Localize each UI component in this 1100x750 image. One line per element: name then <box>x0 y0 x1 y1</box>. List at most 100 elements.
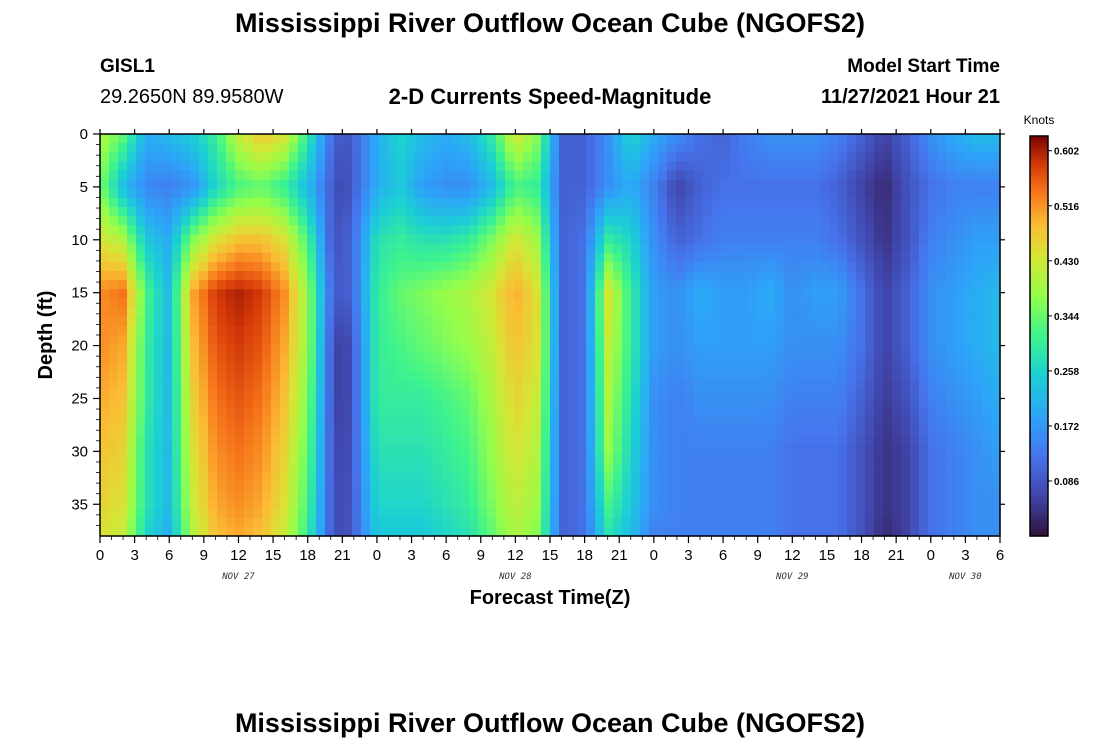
heatmap-cell <box>937 325 947 336</box>
heatmap-cell <box>307 435 317 446</box>
colorbar-segment <box>1030 446 1048 450</box>
heatmap-cell <box>442 280 452 290</box>
heatmap-cell <box>145 508 155 519</box>
heatmap-cell <box>397 508 407 519</box>
heatmap-cell <box>919 362 929 373</box>
heatmap-cell <box>604 435 614 446</box>
heatmap-cell <box>865 380 875 391</box>
heatmap-cell <box>604 389 614 400</box>
heatmap-cell <box>379 234 389 245</box>
heatmap-cell <box>505 161 515 172</box>
heatmap-cell <box>415 517 425 528</box>
heatmap-cell <box>523 216 533 226</box>
heatmap-cell <box>334 216 344 226</box>
heatmap-cell <box>964 134 974 144</box>
heatmap-cell <box>487 179 497 190</box>
heatmap-cell <box>910 444 920 455</box>
heatmap-cell <box>775 152 785 163</box>
heatmap-cell <box>784 161 794 172</box>
heatmap-cell <box>361 298 371 309</box>
heatmap-cell <box>847 252 857 263</box>
heatmap-cell <box>577 444 587 455</box>
heatmap-cell <box>415 161 425 172</box>
heatmap-cell <box>226 389 236 400</box>
heatmap-cell <box>442 526 452 537</box>
heatmap-cell <box>316 426 326 437</box>
heatmap-cell <box>901 526 911 537</box>
heatmap-cell <box>145 179 155 190</box>
heatmap-cell <box>658 225 668 236</box>
heatmap-cell <box>397 271 407 281</box>
heatmap-cell <box>280 371 290 382</box>
heatmap-cell <box>730 517 740 528</box>
heatmap-cell <box>541 362 551 373</box>
y-tick-label: 20 <box>71 338 88 355</box>
heatmap-cell <box>316 234 326 245</box>
heatmap-cell <box>127 316 137 327</box>
heatmap-cell <box>145 426 155 437</box>
heatmap-cell <box>442 207 452 217</box>
heatmap-cell <box>712 435 722 446</box>
heatmap-cell <box>460 207 470 217</box>
heatmap-cell <box>901 161 911 172</box>
heatmap-cell <box>631 371 641 382</box>
heatmap-cell <box>856 134 866 144</box>
colorbar-segment <box>1030 366 1048 370</box>
heatmap-cell <box>622 472 632 482</box>
heatmap-cell <box>469 335 479 345</box>
heatmap-cell <box>847 490 857 501</box>
heatmap-cell <box>235 197 245 208</box>
heatmap-cell <box>730 152 740 163</box>
heatmap-cell <box>955 289 965 300</box>
heatmap-cell <box>181 417 191 427</box>
heatmap-cell <box>964 280 974 290</box>
heatmap-cell <box>100 252 110 263</box>
heatmap-cell <box>955 490 965 501</box>
heatmap-cell <box>613 344 623 354</box>
heatmap-cell <box>118 298 128 309</box>
heatmap-cell <box>604 371 614 382</box>
heatmap-cell <box>640 389 650 400</box>
heatmap-cell <box>766 526 776 537</box>
heatmap-cell <box>433 134 443 144</box>
heatmap-cell <box>595 371 605 382</box>
heatmap-cell <box>262 417 272 427</box>
heatmap-cell <box>172 517 182 528</box>
heatmap-cell <box>694 499 704 510</box>
heatmap-cell <box>172 490 182 501</box>
heatmap-cell <box>199 325 209 336</box>
heatmap-cell <box>469 289 479 300</box>
heatmap-cell <box>226 362 236 373</box>
heatmap-cell <box>649 371 659 382</box>
heatmap-cell <box>343 188 353 199</box>
heatmap-cell <box>253 289 263 300</box>
heatmap-cell <box>154 261 164 272</box>
heatmap-cell <box>172 134 182 144</box>
heatmap-cell <box>244 161 254 172</box>
heatmap-cell <box>739 417 749 427</box>
heatmap-cell <box>586 335 596 345</box>
heatmap-cell <box>793 261 803 272</box>
heatmap-cell <box>721 152 731 163</box>
heatmap-cell <box>226 289 236 300</box>
heatmap-cell <box>658 490 668 501</box>
heatmap-cell <box>874 225 884 236</box>
heatmap-cell <box>541 380 551 391</box>
heatmap-cell <box>199 517 209 528</box>
heatmap-cell <box>775 170 785 181</box>
day-label: NOV 29 <box>775 572 809 582</box>
heatmap-cell <box>424 289 434 300</box>
heatmap-cell <box>928 170 938 181</box>
heatmap-cell <box>658 380 668 391</box>
heatmap-cell <box>199 234 209 245</box>
heatmap-cell <box>550 517 560 528</box>
heatmap-cell <box>946 389 956 400</box>
heatmap-cell <box>982 398 992 409</box>
heatmap-cell <box>172 197 182 208</box>
heatmap-cell <box>352 143 362 153</box>
heatmap-cell <box>199 453 209 464</box>
heatmap-cell <box>541 335 551 345</box>
heatmap-cell <box>433 389 443 400</box>
colorbar-segment <box>1030 406 1048 410</box>
